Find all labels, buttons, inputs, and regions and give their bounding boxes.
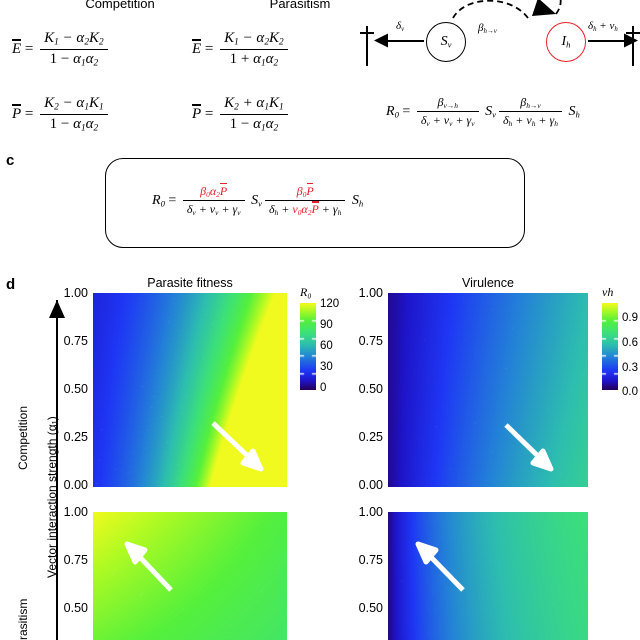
colorbar-title-nu-h: νh bbox=[602, 285, 614, 299]
colorbar-title-R0: R₀ bbox=[300, 285, 312, 299]
ytick-tl-2: 0.50 bbox=[63, 382, 88, 396]
death-sink-host-cross bbox=[626, 32, 640, 34]
colorbar-tick-R0-2: 60 bbox=[320, 340, 333, 352]
colorbar-tick-R0-1: 90 bbox=[320, 319, 333, 331]
equation-P-parasitism: P = K2 + α1K1 1 − α1α2 bbox=[192, 95, 291, 134]
equation-E-competition: E = K1 − α2K2 1 − α1α2 bbox=[12, 30, 111, 69]
group-axis-line bbox=[56, 300, 58, 640]
death-arrow-host-line bbox=[588, 40, 624, 42]
death-sink-host-vertical bbox=[632, 26, 634, 66]
colorbar-R0 bbox=[300, 303, 316, 390]
label-beta-h-to-v: βh→v bbox=[478, 22, 497, 35]
node-susceptible-vector: Sv bbox=[426, 22, 466, 62]
colorbar-tick-R0-0: 120 bbox=[320, 298, 340, 310]
panel-label-c: c bbox=[6, 152, 15, 169]
ytick-br-0: 1.00 bbox=[358, 505, 383, 519]
ytick-tr-0: 1.00 bbox=[358, 286, 383, 300]
death-arrow-host-head bbox=[624, 33, 638, 48]
ytick-tr-3: 0.25 bbox=[358, 430, 383, 444]
plot-title-virulence: Virulence bbox=[462, 276, 514, 290]
node-sv-label: Sv bbox=[440, 34, 452, 50]
plot-title-parasite-fitness: Parasite fitness bbox=[147, 276, 233, 290]
ytick-tr-1: 0.75 bbox=[358, 334, 383, 348]
death-arrow-vector-head bbox=[374, 33, 388, 48]
ytick-br-1: 0.75 bbox=[358, 553, 383, 567]
panel-c-equation-box: R0 = β0α2P δv + νv + γv Sv β0P δh + ν0α2… bbox=[105, 158, 525, 248]
column-header-competition: Competition bbox=[85, 0, 155, 11]
node-ih-label: Ih bbox=[561, 34, 571, 50]
ytick-tl-1: 0.75 bbox=[63, 334, 88, 348]
ytick-tl-3: 0.25 bbox=[63, 430, 88, 444]
colorbar-tick-nuh-3: 0.0 bbox=[622, 386, 638, 398]
panel-label-d: d bbox=[6, 276, 16, 293]
death-arrow-vector-line bbox=[382, 40, 424, 42]
label-delta-v: δv bbox=[396, 20, 405, 33]
colorbar-tick-nuh-0: 0.9 bbox=[622, 312, 638, 324]
colorbar-tick-R0-4: 0 bbox=[320, 382, 327, 394]
ytick-tr-2: 0.50 bbox=[358, 382, 383, 396]
ytick-bl-0: 1.00 bbox=[63, 505, 88, 519]
beta-hv-dashed-arrow bbox=[452, 0, 562, 19]
colorbar-tick-nuh-1: 0.6 bbox=[622, 337, 638, 349]
ytick-bl-1: 0.75 bbox=[63, 553, 88, 567]
equation-E-parasitism: E = K1 − α2K2 1 + α1α2 bbox=[192, 30, 291, 69]
group-axis-arrow-head bbox=[49, 300, 65, 318]
ytick-tr-4: 0.00 bbox=[358, 478, 383, 492]
ytick-tl-4: 0.00 bbox=[63, 478, 88, 492]
label-delta-h-plus-nu-h: δh + νh bbox=[588, 20, 618, 33]
ytick-br-2: 0.50 bbox=[358, 601, 383, 615]
heatmap-parasite-fitness-competition[interactable] bbox=[93, 293, 287, 487]
colorbar-nu-h bbox=[602, 303, 618, 390]
equation-R0-interaction: R0 = β0α2P δv + νv + γv Sv β0P δh + ν0α2… bbox=[152, 182, 364, 218]
death-sink-vector-vertical bbox=[366, 26, 368, 66]
equation-R0-general: R0 = βv→h δv + νv + γv Sv βh→v δh + νh +… bbox=[386, 95, 580, 129]
colorbar-tick-R0-3: 30 bbox=[320, 361, 333, 373]
equation-P-competition: P = K2 − α1K1 1 − α1α2 bbox=[12, 95, 111, 134]
compartment-diagram: Sv Ih δv δh + νh βh→v bbox=[360, 0, 640, 80]
ytick-bl-2: 0.50 bbox=[63, 601, 88, 615]
row-label-competition: Competition bbox=[16, 405, 30, 470]
heatmap-parasite-fitness-parasitism[interactable] bbox=[93, 512, 287, 640]
heatmap-virulence-competition[interactable] bbox=[388, 293, 588, 487]
ytick-tl-0: 1.00 bbox=[63, 286, 88, 300]
node-infected-host: Ih bbox=[546, 22, 586, 62]
row-label-parasitism: rasitism bbox=[16, 598, 30, 640]
colorbar-tick-nuh-2: 0.3 bbox=[622, 362, 638, 374]
heatmap-virulence-parasitism[interactable] bbox=[388, 512, 588, 640]
death-sink-vector-cross bbox=[360, 32, 374, 34]
column-header-parasitism: Parasitism bbox=[269, 0, 331, 11]
